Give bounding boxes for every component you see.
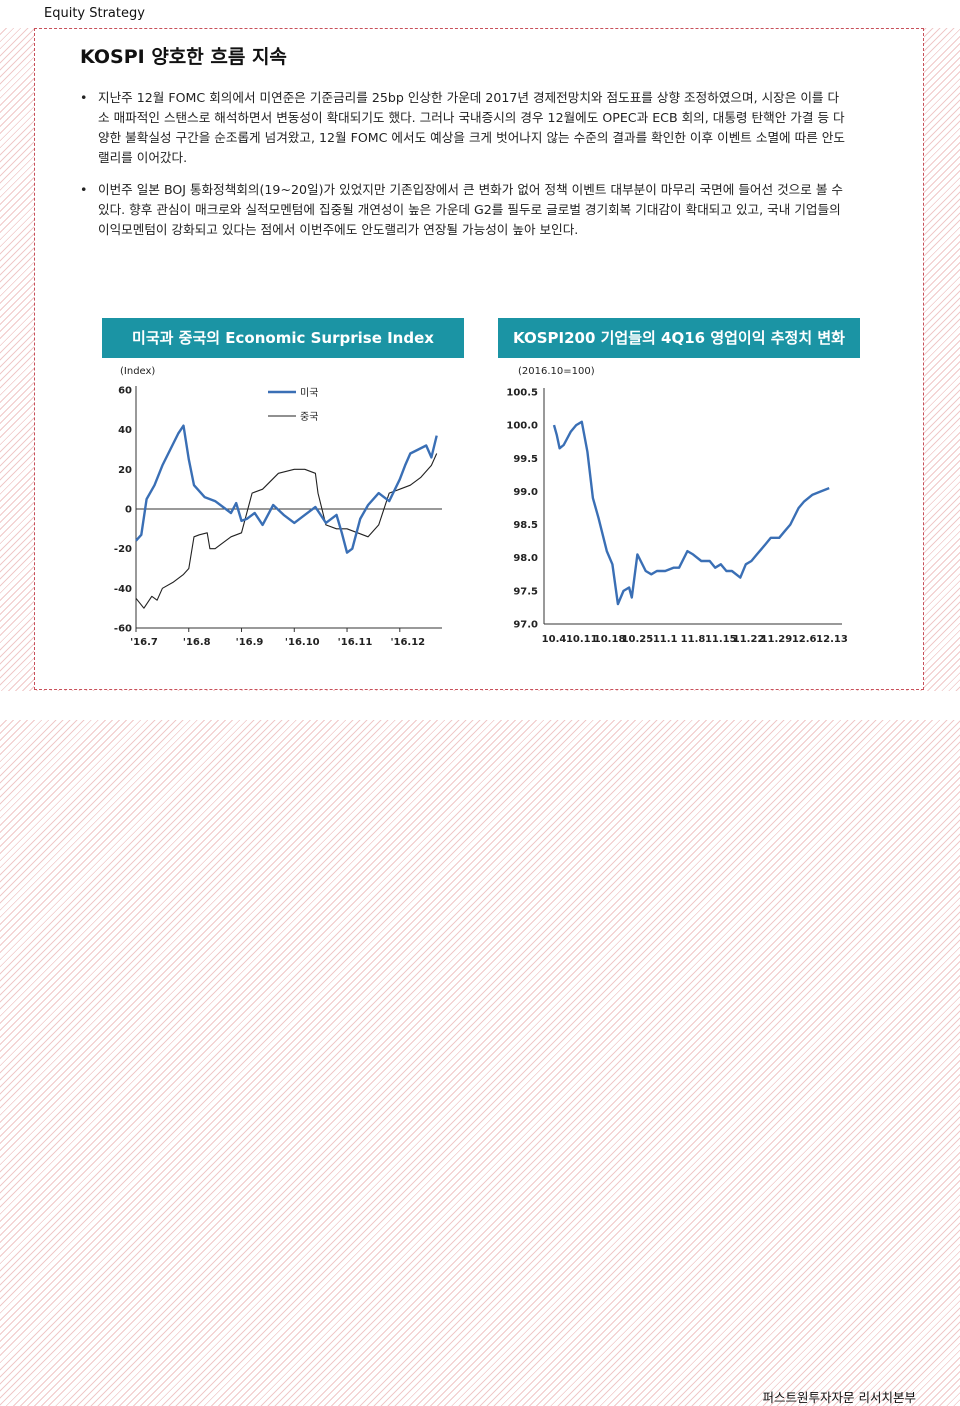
chart-svg: (2016.10=100) 100.5 100.0 99.5 99.0 98.5 98.0 9… xyxy=(506,366,848,645)
x-tick-label: 10.25 xyxy=(622,634,654,645)
x-tick-label: '16.10 xyxy=(285,637,320,648)
x-tick-label: 11.8 xyxy=(681,634,706,645)
y-tick-label: -60 xyxy=(114,624,132,635)
kospi200-earnings-chart: KOSPI200 기업들의 4Q16 영업이익 추정치 변화 (2016.10=… xyxy=(498,318,860,660)
y-tick-label: 98.5 xyxy=(513,520,538,531)
x-tick-label: 11.1 xyxy=(653,634,678,645)
section-label: Equity Strategy xyxy=(44,6,145,21)
x-tick-label: 10.4 xyxy=(542,634,567,645)
us-china-surprise-chart: 미국과 중국의 Economic Surprise Index (Index) 6… xyxy=(102,318,464,660)
bullet-paragraph-2: 이번주 일본 BOJ 통화정책회의(19~20일)가 있었지만 기존입장에서 큰… xyxy=(80,180,850,240)
chart-plot-area: (2016.10=100) 100.5 100.0 99.5 99.0 98.5 98.0 9… xyxy=(498,358,860,660)
chart-svg: (Index) 60 40 20 0 -20 -40 -60 '16.7 '16.8 '16.9 '1… xyxy=(114,366,442,648)
series-line-earnings xyxy=(552,420,830,606)
bullet-list: 지난주 12월 FOMC 회의에서 미연준은 기준금리를 25bp 인상한 가운… xyxy=(80,88,850,252)
y-tick-label: 40 xyxy=(118,425,132,436)
y-tick-label: 100.0 xyxy=(506,421,538,432)
bottom-bar: 퍼스트원투자자문 리서치본부 xyxy=(0,691,960,1405)
bullet-paragraph-1: 지난주 12월 FOMC 회의에서 미연준은 기준금리를 25bp 인상한 가운… xyxy=(80,88,850,168)
x-tick-label: '16.8 xyxy=(183,637,211,648)
x-tick-label: 11.15 xyxy=(705,634,737,645)
x-tick-label: 10.11 xyxy=(566,634,598,645)
y-tick-label: -20 xyxy=(114,544,132,555)
chart-title: 미국과 중국의 Economic Surprise Index xyxy=(102,318,464,358)
y-axis-label: (2016.10=100) xyxy=(518,366,595,377)
chart-plot-area: (Index) 60 40 20 0 -20 -40 -60 '16.7 '16.8 '16.9 '1… xyxy=(102,358,464,660)
chart-title: KOSPI200 기업들의 4Q16 영업이익 추정치 변화 xyxy=(498,318,860,358)
y-tick-label: 99.5 xyxy=(513,454,538,465)
x-tick-label: '16.7 xyxy=(130,637,158,648)
x-tick-label: '16.12 xyxy=(390,637,425,648)
top-bar: Equity Strategy xyxy=(0,0,960,28)
y-tick-label: 100.5 xyxy=(506,388,538,399)
footer-research-dept: 퍼스트원투자자문 리서치본부 xyxy=(762,1390,916,1405)
x-tick-label: 12.6 xyxy=(792,634,817,645)
y-tick-label: 20 xyxy=(118,465,132,476)
x-tick-label: 12.13 xyxy=(816,634,848,645)
x-tick-label: 11.22 xyxy=(733,634,765,645)
y-tick-label: 0 xyxy=(125,505,132,516)
legend-label-china: 중국 xyxy=(300,411,318,423)
x-tick-label: 10.18 xyxy=(594,634,626,645)
x-tick-label: '16.11 xyxy=(338,637,373,648)
y-tick-label: 99.0 xyxy=(513,487,538,498)
y-tick-label: -40 xyxy=(114,584,132,595)
y-axis-label: (Index) xyxy=(120,366,155,377)
series-line-us xyxy=(135,424,438,554)
x-tick-label: 11.29 xyxy=(761,634,793,645)
y-tick-label: 60 xyxy=(118,386,132,397)
series-line-china xyxy=(135,453,438,609)
page-title: KOSPI 양호한 흐름 지속 xyxy=(80,46,287,68)
legend-label-us: 미국 xyxy=(300,387,318,399)
y-tick-label: 97.5 xyxy=(513,586,538,597)
y-tick-label: 97.0 xyxy=(513,620,538,631)
x-tick-label: '16.9 xyxy=(236,637,264,648)
y-tick-label: 98.0 xyxy=(513,553,538,564)
